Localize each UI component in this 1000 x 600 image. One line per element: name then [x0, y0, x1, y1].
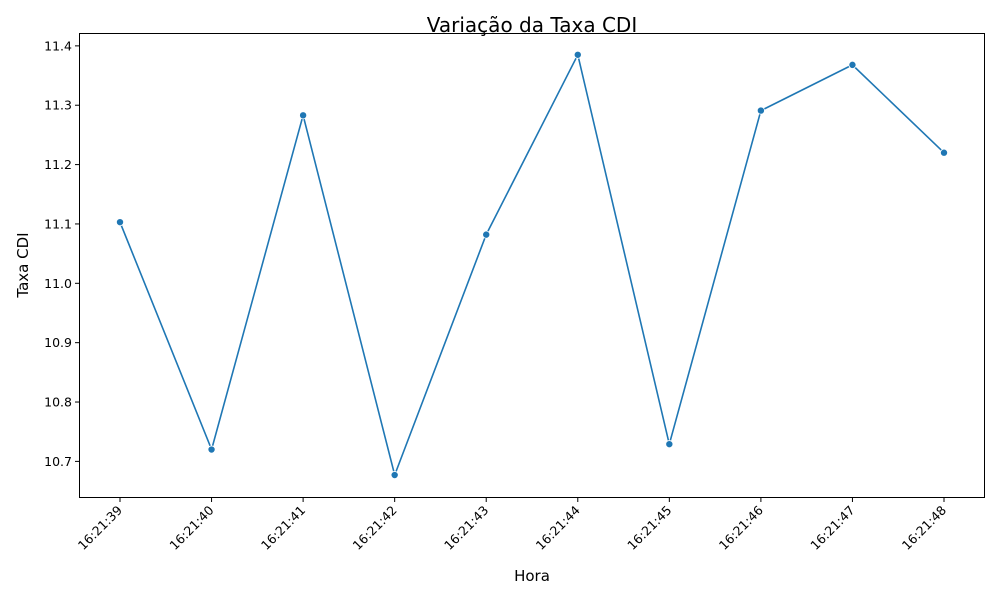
data-point — [940, 148, 949, 157]
x-tick-label: 16:21:46 — [716, 502, 766, 552]
data-point — [116, 218, 125, 227]
x-tick-label: 16:21:47 — [807, 503, 857, 553]
y-tick-label: 11.0 — [44, 276, 72, 291]
data-point — [665, 440, 674, 449]
x-tick-label: 16:21:44 — [533, 502, 583, 552]
y-tick-label: 11.3 — [44, 98, 72, 113]
x-tick-label: 16:21:43 — [441, 503, 491, 553]
data-point — [482, 230, 491, 239]
x-tick-label: 16:21:42 — [349, 503, 399, 553]
data-point — [756, 106, 765, 115]
x-axis: 16:21:39 16:21:40 16:21:41 16:21:42 16:21:43… — [75, 497, 949, 553]
data-point — [207, 445, 216, 454]
x-tick-label: 16:21:39 — [75, 502, 125, 552]
x-tick-label: 16:21:45 — [624, 503, 674, 553]
data-point — [390, 471, 399, 480]
data-point — [573, 50, 582, 59]
series-line — [119, 52, 945, 478]
y-tick-label: 10.8 — [44, 395, 72, 410]
x-tick-label: 16:21:48 — [899, 502, 949, 552]
data-point — [848, 60, 857, 69]
series-points — [116, 50, 949, 480]
x-tick-label: 16:21:41 — [258, 503, 308, 553]
y-tick-label: 11.2 — [44, 157, 72, 172]
x-axis-label: Hora — [514, 567, 550, 585]
y-tick-label: 10.9 — [44, 335, 72, 350]
x-tick-label: 16:21:40 — [166, 502, 216, 552]
data-point — [299, 111, 308, 120]
y-axis: 10.7 10.8 10.9 11.0 11.1 11.2 11.3 11.4 — [44, 38, 80, 469]
y-axis-label: Taxa CDI — [14, 232, 32, 298]
y-tick-label: 10.7 — [44, 454, 72, 469]
plot-area-frame — [79, 33, 985, 498]
y-tick-label: 11.1 — [44, 216, 72, 231]
y-tick-label: 11.4 — [44, 38, 72, 53]
